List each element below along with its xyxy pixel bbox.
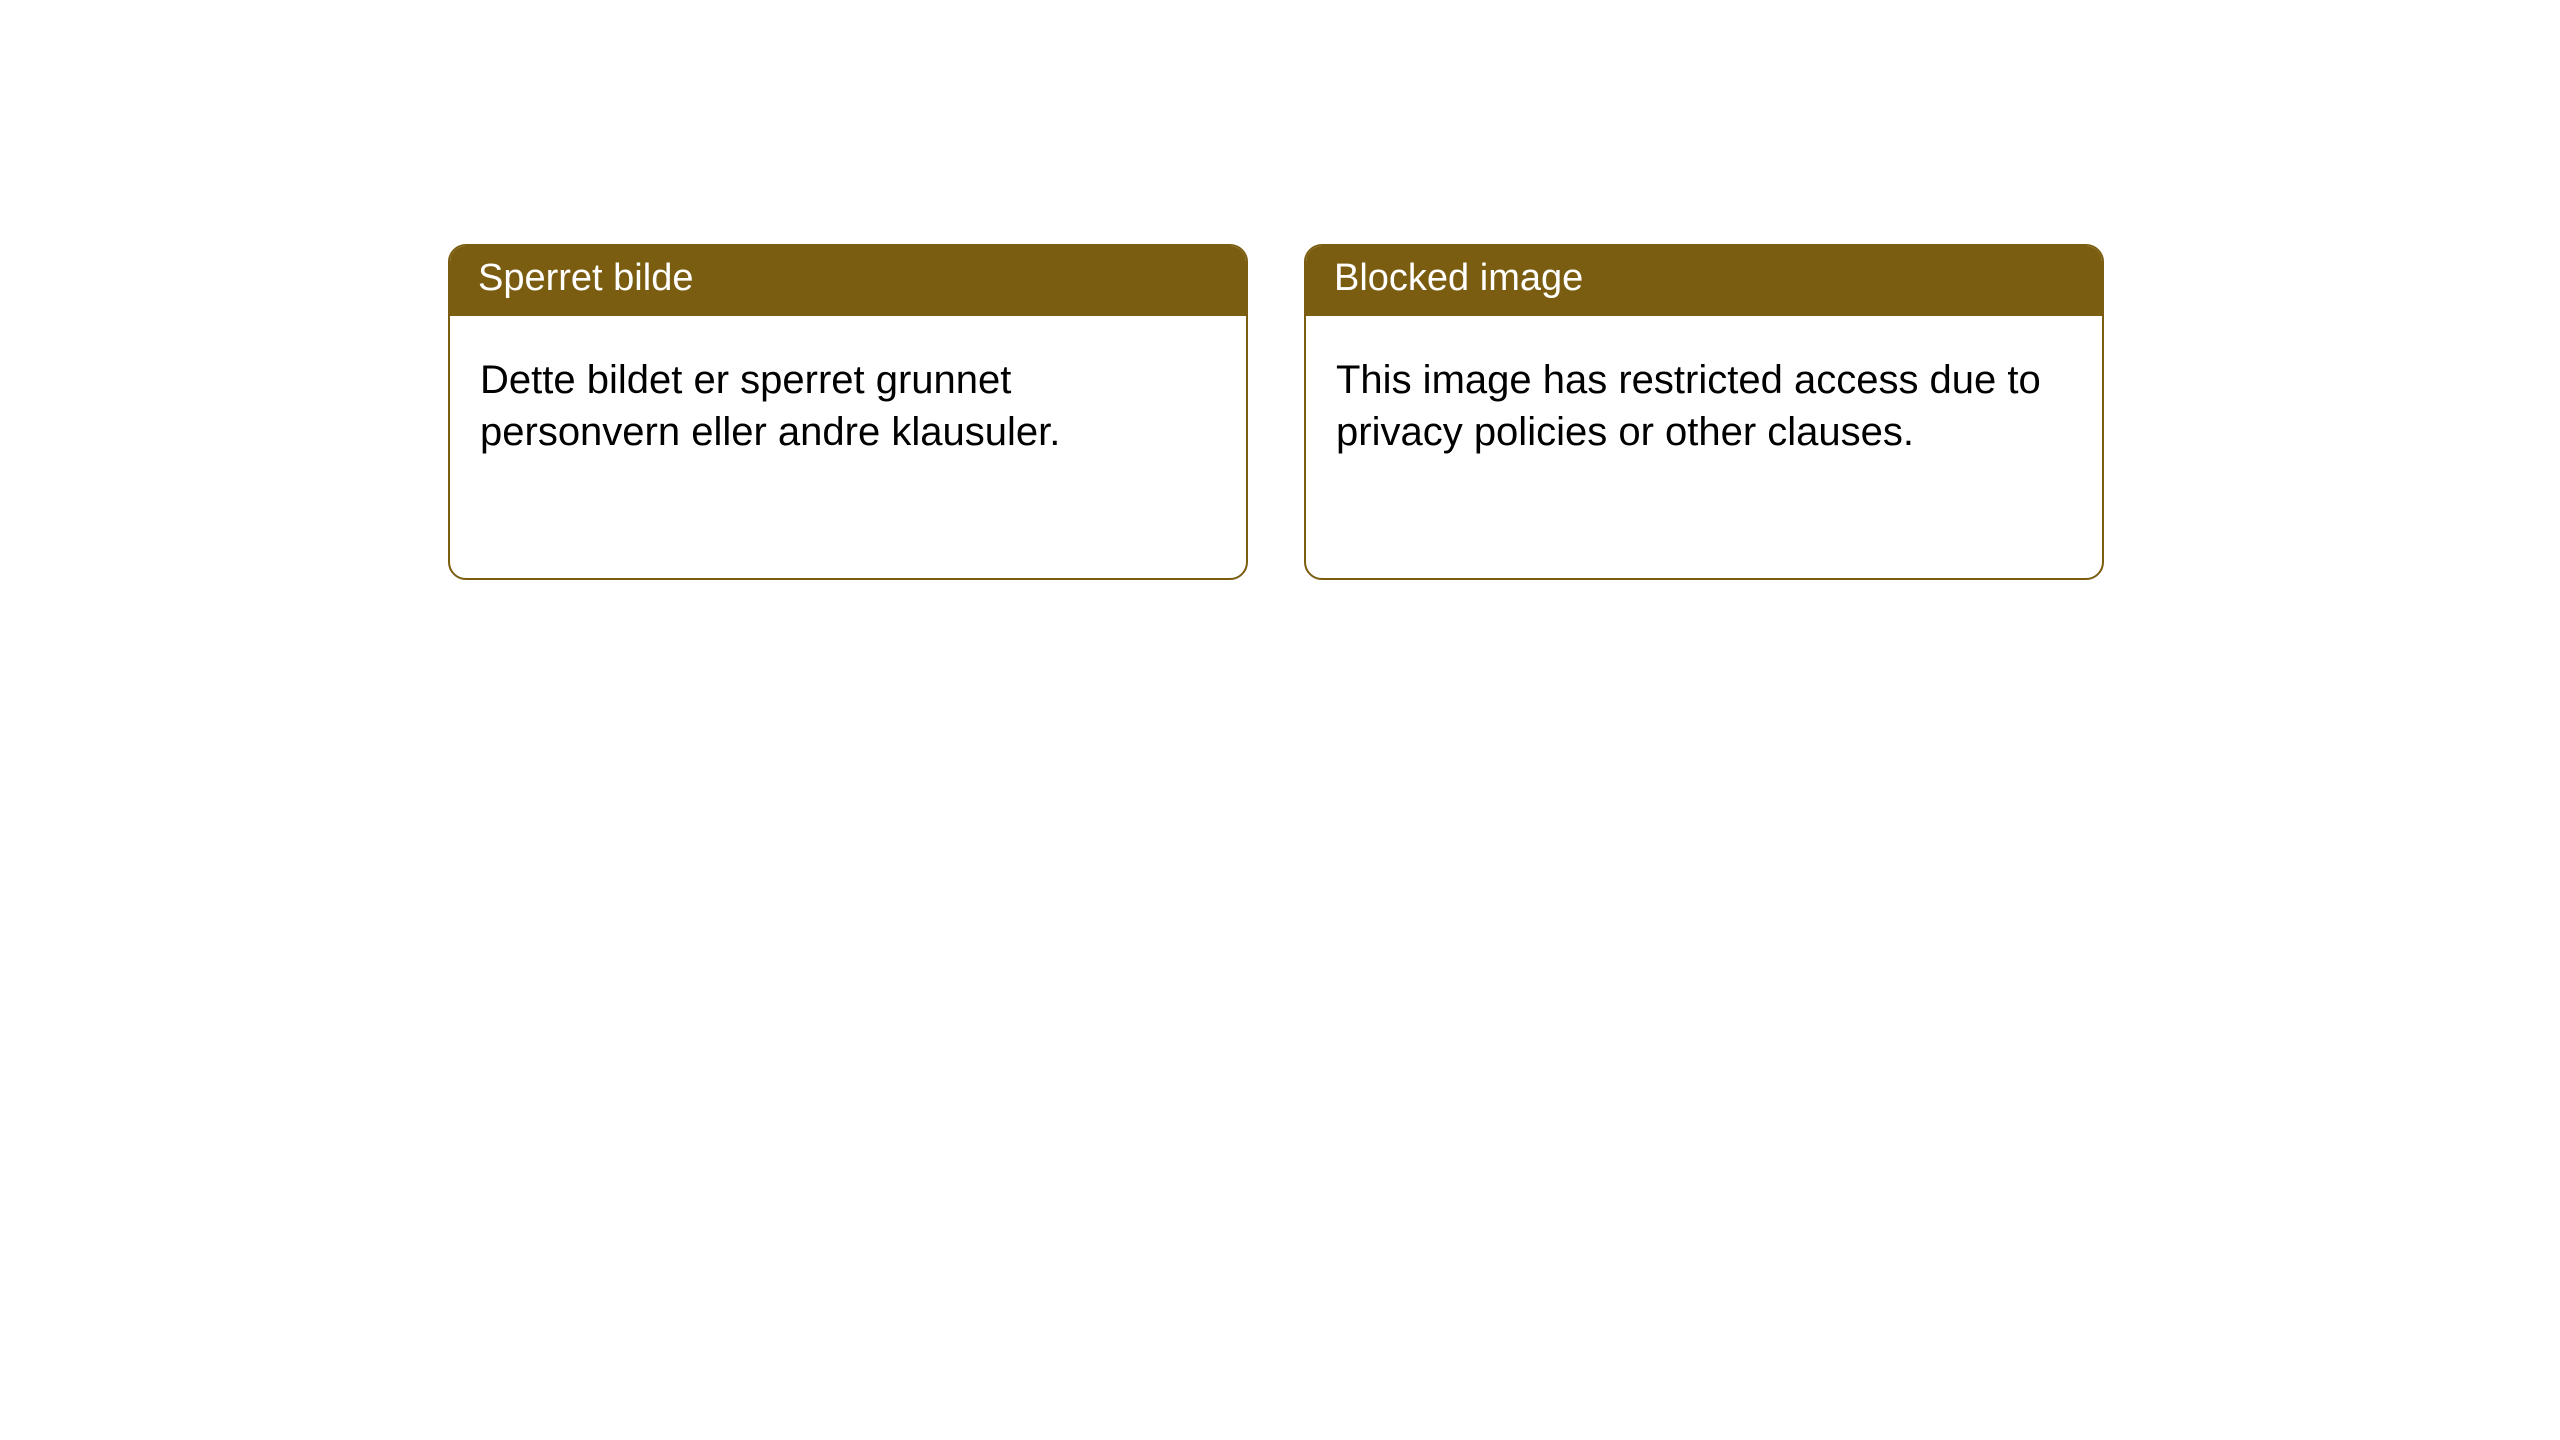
notice-header: Blocked image <box>1306 246 2102 316</box>
notice-card-english: Blocked image This image has restricted … <box>1304 244 2104 580</box>
notice-container: Sperret bilde Dette bildet er sperret gr… <box>0 0 2560 580</box>
notice-header: Sperret bilde <box>450 246 1246 316</box>
notice-body: This image has restricted access due to … <box>1306 316 2102 496</box>
notice-card-norwegian: Sperret bilde Dette bildet er sperret gr… <box>448 244 1248 580</box>
notice-body: Dette bildet er sperret grunnet personve… <box>450 316 1246 496</box>
